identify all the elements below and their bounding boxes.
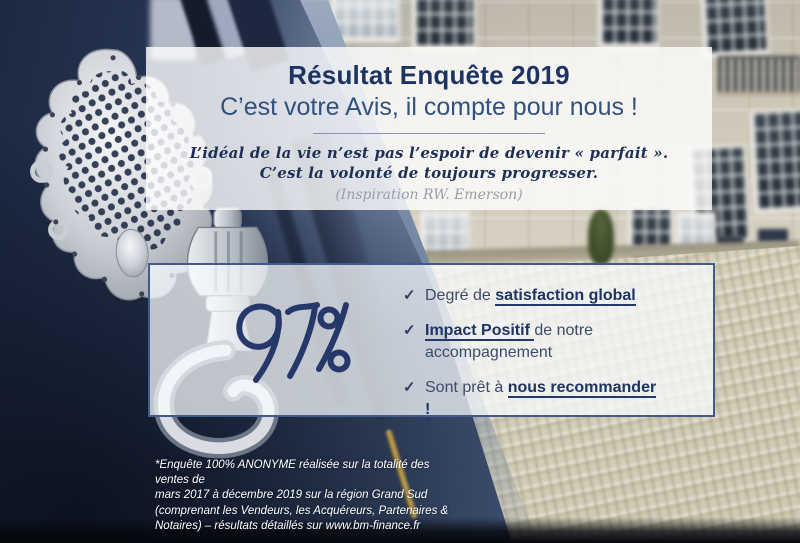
bottom-shadow [0, 517, 800, 543]
window [412, 0, 476, 50]
window [749, 108, 800, 214]
checklist-item: ✓ Sont prêt à nous recommander ! [403, 377, 665, 421]
checklist-item-text: Degré de satisfaction global [425, 287, 636, 306]
handwritten-97-percent [236, 302, 351, 383]
checklist-item-text: Impact Positif de notre accompagnement [425, 322, 594, 361]
title-card: Résultat Enquête 2019 C’est votre Avis, … [146, 47, 712, 210]
cypress-tree [588, 209, 614, 265]
quote-line-1: L’idéal de la vie n’est pas l’espoir de … [189, 144, 669, 162]
checklist-item-text: Sont prêt à nous recommander ! [425, 379, 657, 420]
page-title: Résultat Enquête 2019 [288, 60, 570, 90]
page-subtitle: C’est votre Avis, il compte pour nous ! [220, 93, 638, 121]
stat-97-percent [236, 302, 351, 383]
checklist-item: ✓ Impact Positif de notre accompagnement [403, 320, 665, 364]
checkmark-icon: ✓ [403, 287, 416, 304]
dormer-window [330, 0, 400, 42]
window [598, 0, 660, 48]
stats-panel: ✓ Degré de satisfaction global ✓ Impact … [148, 263, 715, 420]
quote-attribution: (Inspiration RW. Emerson) [335, 187, 523, 203]
checklist-item: ✓ Degré de satisfaction global [403, 285, 665, 307]
divider-line [313, 133, 545, 134]
footnote: *Enquête 100% ANONYME réalisée sur la to… [155, 459, 449, 532]
checkmark-icon: ✓ [403, 379, 416, 396]
checklist: ✓ Degré de satisfaction global ✓ Impact … [403, 285, 665, 421]
balcony-railing [718, 56, 800, 96]
quote-line-2: C’est la volonté de toujours progresser. [259, 164, 599, 182]
checkmark-icon: ✓ [403, 322, 416, 339]
basement-vent [758, 229, 788, 243]
